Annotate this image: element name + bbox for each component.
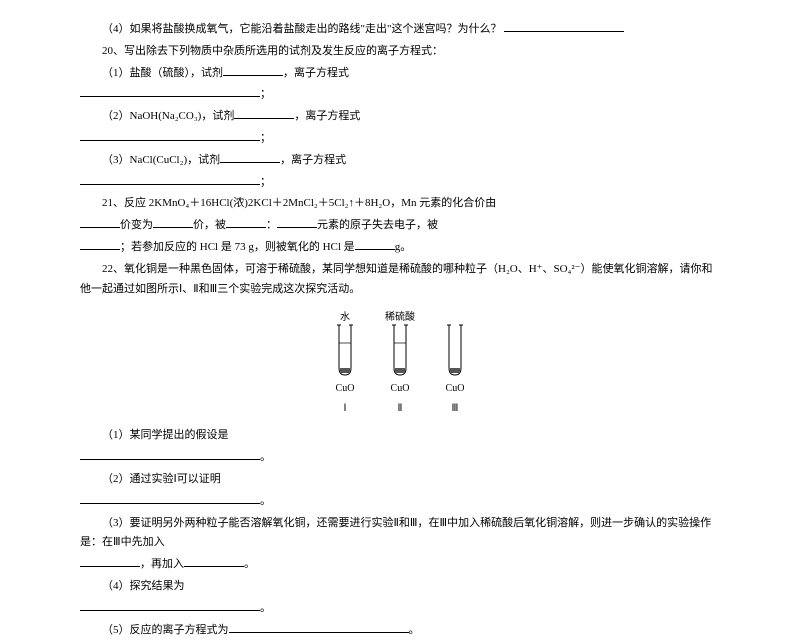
q4-text: （4）如果将盐酸换成氧气，它能沿着盐酸走出的路线"走出"这个迷宫吗？为什么？ (102, 23, 501, 35)
blank-q21-6 (355, 238, 395, 250)
blank-q21-5 (80, 238, 120, 250)
q22-4a: （4）探究结果为 (102, 580, 185, 592)
blank-q21-3 (226, 216, 266, 228)
q22-2b: 。 (260, 495, 271, 507)
q22-1: （1）某同学提出的假设是 (80, 426, 720, 446)
q20-2a: （2）NaOH(Na₂CO₃)，试剂 (102, 110, 234, 122)
q22-3: （3）要证明另外两种粒子能否溶解氧化铜，还需要进行实验Ⅱ和Ⅲ，在Ⅲ中加入稀硫酸后… (80, 514, 720, 554)
blank-q22-4 (80, 599, 260, 611)
q20-1b: ，离子方程式 (283, 67, 349, 79)
q22-5a: （5）反应的离子方程式为 (102, 624, 229, 636)
tube-1: 水 CuO Ⅰ (335, 309, 355, 418)
q22-4: （4）探究结果为 (80, 577, 720, 597)
q21-line2: 价变为 价，被 ： 元素的原子失去电子，被 (80, 216, 720, 236)
q22-3a: （3）要证明另外两种粒子能否溶解氧化铜，还需要进行实验Ⅱ和Ⅲ，在Ⅲ中加入稀硫酸后… (80, 517, 711, 549)
test-tube-icon (390, 323, 410, 378)
blank-q22-3b (184, 555, 244, 567)
tube-3-compound: CuO (446, 380, 465, 398)
tube-2: 稀硫酸 CuO Ⅱ (385, 309, 415, 418)
blank-q21-2 (153, 216, 193, 228)
q20-3-cont: ； (80, 173, 720, 193)
q20-3c: ； (260, 176, 271, 188)
blank-q20-1-eq (80, 85, 260, 97)
q22-5b: 。 (409, 624, 420, 636)
test-tube-icon (335, 323, 355, 378)
q22-4b: 。 (260, 602, 271, 614)
q22-4-blank: 。 (80, 599, 720, 619)
blank-q20-3-eq (80, 173, 260, 185)
tube-2-compound: CuO (391, 380, 410, 398)
q21c: 价，被 (193, 219, 226, 231)
tube-3-num: Ⅲ (452, 400, 459, 418)
blank-q20-3-reagent (220, 151, 280, 163)
tube-2-num: Ⅱ (398, 400, 403, 418)
blank-q22-2 (80, 492, 260, 504)
blank-q22-5 (229, 621, 409, 633)
q22-2-blank: 。 (80, 492, 720, 512)
q20-2c: ； (260, 132, 271, 144)
blank-q20-2-reagent (234, 107, 294, 119)
question-4: （4）如果将盐酸换成氧气，它能沿着盐酸走出的路线"走出"这个迷宫吗？为什么？ (80, 20, 720, 40)
q22-3-blank: ，再加入 。 (80, 555, 720, 575)
q21a: 21、反应 2KMnO₄＋16HCl(浓)2KCl＋2MnCl₂＋5Cl₂↑＋8… (102, 197, 496, 209)
q22-2a: （2）通过实验Ⅰ可以证明 (102, 473, 221, 485)
q22-1b: 。 (260, 451, 271, 463)
experiment-diagram: 水 CuO Ⅰ 稀硫酸 CuO Ⅱ (80, 309, 720, 418)
blank-q20-1-reagent (223, 64, 283, 76)
q21f: ；若参加反应的 HCl 是 73 g，则被氧化的 HCl 是 (120, 241, 355, 253)
question-21: 21、反应 2KMnO₄＋16HCl(浓)2KCl＋2MnCl₂＋5Cl₂↑＋8… (80, 194, 720, 214)
q21d: ： (266, 219, 277, 231)
blank-q21-4 (277, 216, 317, 228)
q20-3: （3）NaCl(CuCl₂)，试剂 ，离子方程式 (80, 151, 720, 171)
tube-1-top: 水 (340, 309, 350, 323)
question-22: 22、氧化铜是一种黑色固体，可溶于稀硫酸，某同学想知道是稀硫酸的哪种粒子（H₂O… (80, 260, 720, 300)
tube-3: CuO Ⅲ (445, 309, 465, 418)
q21e: 元素的原子失去电子，被 (317, 219, 438, 231)
q20-3a: （3）NaCl(CuCl₂)，试剂 (102, 154, 220, 166)
blank-q21-1 (80, 216, 120, 228)
blank-q20-2-eq (80, 129, 260, 141)
q22-3c: 。 (244, 558, 255, 570)
q21-line3: ；若参加反应的 HCl 是 73 g，则被氧化的 HCl 是 g。 (80, 238, 720, 258)
blank-q22-3a (80, 555, 140, 567)
q20-2b: ，离子方程式 (294, 110, 360, 122)
q20-2-cont: ； (80, 129, 720, 149)
blank-q4 (504, 20, 624, 32)
tube-2-top: 稀硫酸 (385, 309, 415, 323)
q22-1a: （1）某同学提出的假设是 (102, 429, 229, 441)
tube-1-compound: CuO (336, 380, 355, 398)
blank-q22-1 (80, 448, 260, 460)
q20-1c: ； (260, 88, 271, 100)
question-20: 20、写出除去下列物质中杂质所选用的试剂及发生反应的离子方程式： (80, 42, 720, 62)
q22-5: （5）反应的离子方程式为 。 (80, 621, 720, 640)
q21g: g。 (395, 241, 412, 253)
q20-2: （2）NaOH(Na₂CO₃)，试剂 ，离子方程式 (80, 107, 720, 127)
test-tube-icon (445, 323, 465, 378)
q22-1-blank: 。 (80, 448, 720, 468)
q22-3b: ，再加入 (140, 558, 184, 570)
q20-1: （1）盐酸（硫酸），试剂 ，离子方程式 (80, 64, 720, 84)
q22-2: （2）通过实验Ⅰ可以证明 (80, 470, 720, 490)
q20-3b: ，离子方程式 (280, 154, 346, 166)
q20-1-cont: ； (80, 85, 720, 105)
q21b: 价变为 (120, 219, 153, 231)
tube-1-num: Ⅰ (344, 400, 347, 418)
q20-1a: （1）盐酸（硫酸），试剂 (102, 67, 223, 79)
